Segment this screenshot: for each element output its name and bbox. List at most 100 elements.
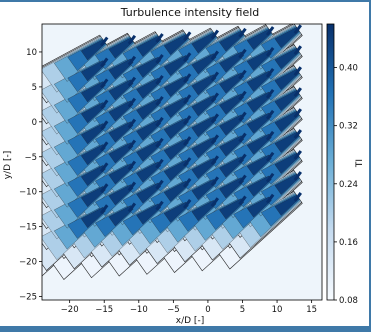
x-tick-label: −20: [61, 305, 79, 315]
turbine-marker: [210, 92, 220, 103]
turbine-marker: [293, 87, 303, 98]
turbine-marker: [210, 176, 220, 187]
turbine-marker: [182, 115, 192, 125]
turbine-marker: [293, 45, 303, 56]
turbine-marker: [100, 99, 109, 110]
colorbar: 0.08 0.16 0.24 0.32 0.40: [326, 23, 358, 306]
colorbar-tick-label: 0.24: [339, 180, 358, 190]
turbine-marker: [293, 24, 303, 35]
turbine-marker: [265, 26, 275, 36]
turbine-marker: [182, 157, 192, 167]
turbine-marker: [155, 95, 164, 106]
x-axis: −20 −15 −10 −5 0 5 10 15: [61, 300, 317, 315]
turbine-marker: [127, 55, 137, 66]
turbine-marker: [293, 150, 303, 160]
turbine-marker: [238, 48, 247, 59]
turbine-marker: [155, 74, 164, 85]
y-tick-label: 0: [32, 118, 37, 128]
colorbar-gradient: [326, 23, 335, 301]
turbine-marker: [182, 31, 192, 42]
turbine-marker: [155, 33, 164, 43]
turbine-marker: [100, 78, 109, 89]
colorbar-tick-label: 0.32: [339, 122, 358, 132]
turbine-marker: [127, 139, 137, 150]
turbine-marker: [127, 202, 137, 213]
turbine-marker: [100, 141, 109, 152]
turbine-marker: [265, 47, 275, 57]
turbine-marker: [238, 27, 247, 38]
turbine-marker: [265, 193, 275, 204]
x-tick-label: 5: [240, 305, 245, 315]
turbine-marker: [210, 134, 220, 145]
turbine-marker: [238, 90, 247, 101]
x-tick-label: −15: [95, 305, 113, 315]
turbine-marker: [155, 137, 164, 148]
x-tick-label: −5: [167, 305, 180, 315]
turbine-marker: [127, 118, 137, 129]
turbine-marker: [155, 200, 164, 211]
colorbar-tick-label: 0.16: [339, 238, 358, 248]
turbine-marker: [100, 57, 109, 68]
y-tick-label: 10: [26, 48, 37, 58]
turbine-marker: [210, 50, 220, 61]
turbine-marker: [182, 178, 192, 188]
turbine-marker: [155, 179, 164, 190]
turbine-marker: [155, 158, 164, 169]
y-tick-label: −20: [19, 258, 37, 268]
plot-frame: [41, 23, 323, 301]
turbine-marker: [238, 111, 247, 122]
turbine-marker: [210, 197, 220, 208]
turbine-marker: [238, 195, 247, 206]
turbine-marker: [100, 183, 109, 194]
turbine-marker: [100, 36, 109, 47]
x-tick-label: 10: [272, 305, 283, 315]
chart-title: Turbulence intensity field: [120, 6, 260, 19]
turbine-marker: [182, 136, 192, 146]
x-tick-label: 15: [306, 305, 317, 315]
y-axis: −25 −20 −15 −10 −5 0 5 10: [19, 48, 42, 303]
turbine-marker: [265, 172, 275, 183]
colorbar-label: TI: [355, 159, 365, 168]
y-axis-label: y/D [-]: [3, 151, 13, 179]
turbine-marker: [182, 52, 192, 63]
turbine-marker: [293, 108, 303, 118]
turbine-marker: [265, 151, 275, 162]
plot-area: [41, 23, 323, 301]
colorbar-tick-label: 0.40: [339, 64, 358, 74]
y-tick-label: −15: [19, 223, 37, 233]
turbine-marker: [155, 116, 164, 127]
colorbar-tick-label: 0.08: [339, 296, 358, 306]
turbine-marker: [238, 132, 247, 143]
turbine-marker: [127, 160, 137, 171]
turbine-marker: [100, 120, 109, 131]
turbine-marker: [238, 174, 247, 185]
turbine-marker: [293, 129, 303, 139]
turbine-marker: [182, 73, 192, 84]
turbine-marker: [127, 97, 137, 108]
turbine-marker: [265, 109, 275, 120]
turbine-marker: [293, 171, 303, 181]
turbine-marker: [265, 68, 275, 78]
turbine-marker: [127, 181, 137, 192]
turbine-marker: [127, 34, 137, 45]
y-tick-label: −25: [19, 293, 37, 303]
turbine-marker: [127, 76, 137, 87]
turbine-marker: [210, 29, 220, 40]
x-tick-label: −10: [130, 305, 148, 315]
turbine-marker: [100, 204, 109, 215]
ti-field: [42, 24, 322, 300]
turbine-marker: [182, 94, 192, 105]
turbine-marker: [210, 113, 220, 124]
turbine-marker: [210, 155, 220, 166]
x-tick-label: 0: [205, 305, 210, 315]
turbine-marker: [238, 153, 247, 164]
x-axis-label: x/D [-]: [176, 316, 204, 326]
y-tick-label: −5: [24, 153, 37, 163]
y-tick-label: 5: [32, 83, 37, 93]
turbine-marker: [293, 66, 303, 77]
turbine-marker: [238, 69, 247, 80]
turbine-marker: [210, 71, 220, 82]
y-tick-label: −10: [19, 188, 37, 198]
